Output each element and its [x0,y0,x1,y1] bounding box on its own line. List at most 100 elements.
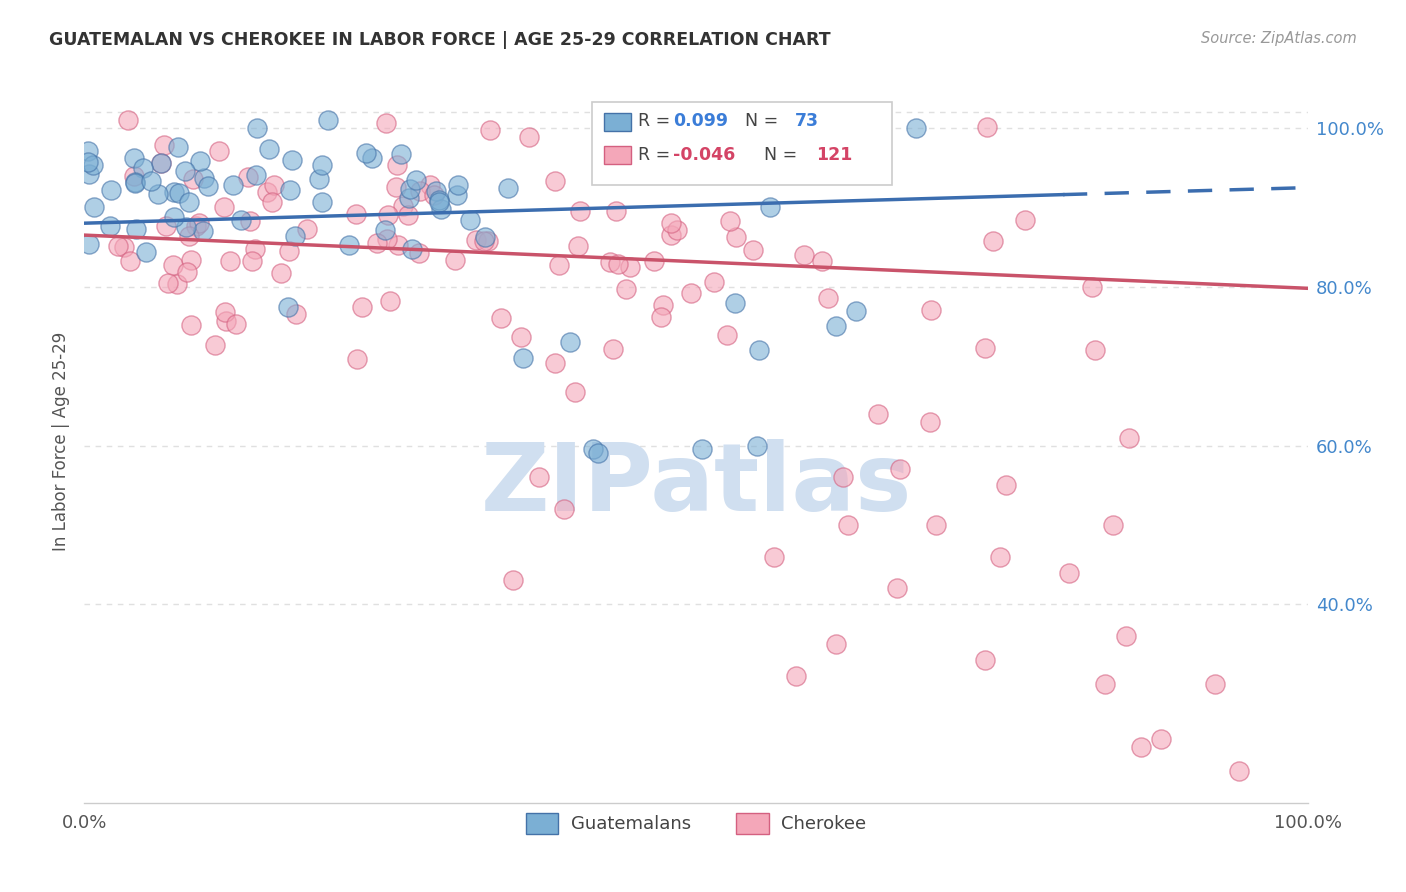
Point [425,184,447,198]
Point [122,151,145,165]
Point [156,276,179,290]
Point [77,237,100,252]
Point [188,153,211,168]
Point [212,200,235,214]
Point [924,517,946,532]
Point [181,172,204,186]
Legend: Guatemalans, Cherokee: Guatemalans, Cherokee [519,805,873,841]
Point [558,335,581,350]
Point [385,179,408,194]
Point [1094,676,1116,690]
Point [1102,517,1125,532]
Point [427,193,450,207]
Point [474,230,496,244]
Point [718,136,741,150]
Point [177,229,200,244]
Point [831,128,853,143]
Point [311,158,333,172]
Point [166,277,188,292]
Point [444,253,467,268]
Point [308,171,330,186]
Point [246,121,269,136]
Point [135,245,157,260]
Point [651,297,673,311]
Point [502,574,524,588]
Point [208,144,231,158]
Point [1204,676,1226,690]
Point [219,254,242,268]
Point [527,470,550,484]
Text: R =: R = [638,112,676,130]
Point [112,240,135,254]
Point [837,517,859,532]
Point [1227,764,1250,778]
Point [316,113,339,128]
Point [477,234,499,248]
Point [465,233,488,247]
Point [83,200,105,214]
Point [392,199,415,213]
Point [824,319,846,334]
Point [718,214,741,228]
Point [180,253,202,268]
Point [256,185,278,199]
Point [401,242,423,256]
Point [132,161,155,176]
Point [748,343,770,358]
Point [650,310,672,325]
Point [606,257,628,271]
Point [238,169,260,184]
Point [378,294,401,309]
Point [918,415,941,429]
Point [169,186,191,200]
Point [186,219,208,234]
Point [191,224,214,238]
Point [179,195,201,210]
Text: ZIPatlas: ZIPatlas [481,439,911,531]
Point [564,385,586,400]
Point [747,438,769,452]
Point [163,185,186,199]
Point [222,178,245,192]
Point [817,291,839,305]
Point [845,303,868,318]
Point [447,178,470,192]
Point [281,153,304,168]
Point [742,244,765,258]
Point [973,341,995,355]
Point [422,188,444,202]
Point [100,184,122,198]
Point [295,221,318,235]
Point [1118,431,1140,445]
Point [553,502,575,516]
Text: -0.046: -0.046 [672,145,735,164]
Point [180,318,202,332]
Point [517,129,540,144]
Point [339,238,361,252]
Point [118,253,141,268]
Point [162,258,184,272]
Point [567,239,589,253]
Point [398,182,420,196]
Point [759,200,782,214]
Point [614,282,637,296]
Point [659,227,682,242]
Point [193,170,215,185]
Point [389,146,412,161]
Point [1014,213,1036,227]
Point [263,178,285,192]
Point [149,156,172,170]
Point [125,222,148,236]
Point [681,286,703,301]
Point [176,265,198,279]
Point [512,351,534,366]
Text: R =: R = [638,145,676,164]
Point [976,120,998,134]
Text: 73: 73 [794,112,820,130]
Point [692,442,714,457]
Point [344,207,367,221]
Text: Source: ZipAtlas.com: Source: ZipAtlas.com [1201,31,1357,46]
Point [763,549,786,564]
Point [479,123,502,137]
Point [278,244,301,259]
